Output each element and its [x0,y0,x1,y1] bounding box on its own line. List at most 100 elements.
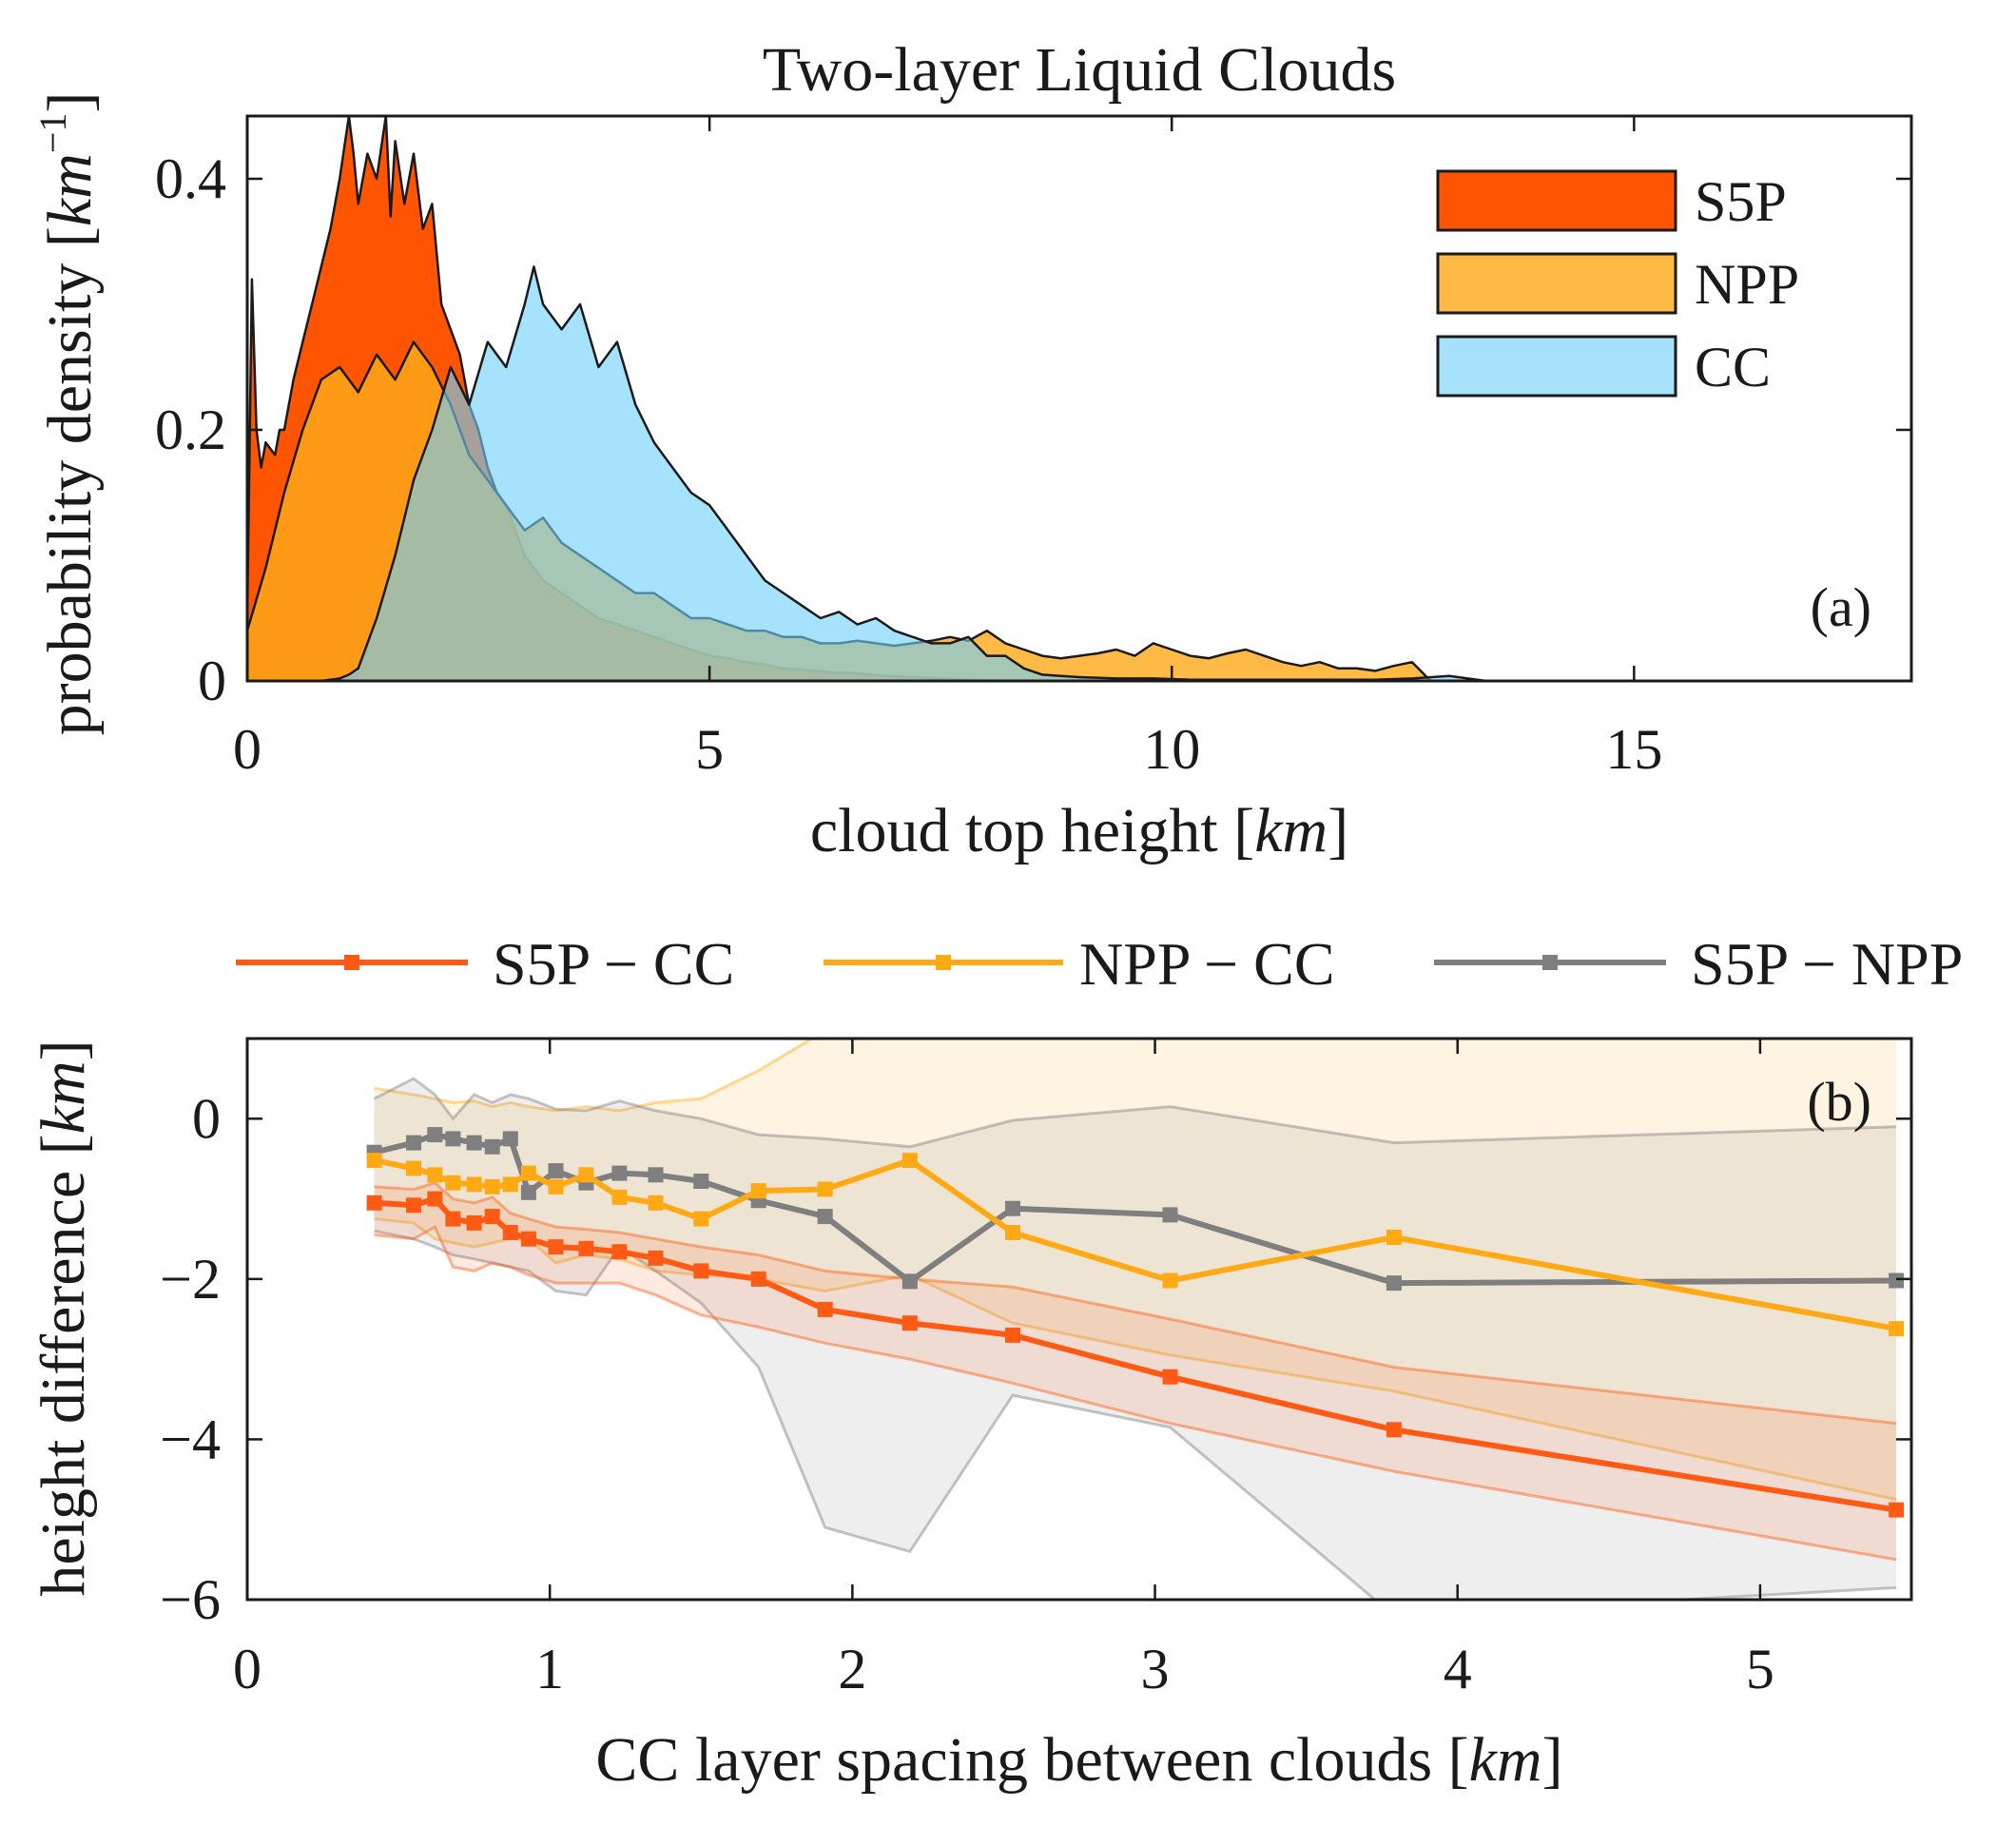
marker-npp-cc [693,1211,709,1227]
marker-npp-cc [1162,1272,1178,1289]
band-edge-s5p-npp [373,1077,1897,1149]
marker-s5p-npp [1162,1207,1178,1223]
marker-npp-cc [1005,1225,1020,1240]
marker-npp-cc [427,1167,443,1183]
marker-npp-cc [1386,1230,1402,1245]
legend-marker-npp-cc [936,955,951,970]
marker-s5p-cc [427,1191,443,1207]
marker-s5p-npp [520,1184,536,1200]
plot-frame-b [245,1037,1913,1602]
legend-label-npp-cc: NPP − CC [1079,930,1335,998]
marker-npp-cc [1889,1321,1905,1337]
legend-swatch-s5p [1436,169,1677,232]
marker-s5p-npp [901,1273,918,1290]
ticks-b: 0 1 2 3 4 5 0 −2 −4 −6 [160,1039,1911,1700]
legend-label-s5p-npp: S5P − NPP [1691,930,1963,998]
legend-label-npp: NPP [1695,253,1799,316]
marker-npp-cc [578,1167,594,1183]
marker-npp-cc [484,1178,500,1195]
panel-label-a: (a) [1811,576,1871,638]
line-group-b [366,1127,1905,1518]
y-tick-label-b: −4 [160,1408,221,1470]
marker-s5p-cc [502,1225,518,1240]
marker-npp-cc [406,1160,421,1176]
panel-a: Two-layer Liquid Clouds 0 5 10 15 0 0.2 0.4 (a… [31,35,1913,865]
marker-s5p-npp [502,1131,518,1147]
marker-s5p-npp [611,1165,628,1181]
band-edge-npp-cc [374,1039,1211,1113]
marker-s5p-cc [901,1315,918,1331]
legend-label-s5p: S5P [1695,170,1787,233]
x-tick-label-b: 5 [1746,1638,1774,1700]
marker-npp-cc [648,1195,664,1211]
x-tick-label-a: 5 [695,718,724,781]
x-axis-label-b: CC layer spacing between clouds [km] [595,1725,1562,1795]
marker-s5p-npp [817,1209,833,1225]
marker-s5p-cc [484,1209,500,1225]
marker-s5p-cc [548,1239,564,1255]
legend-a: S5P NPP CC [1436,169,1799,398]
y-tick-label-a: 0 [198,650,226,712]
marker-s5p-cc [1889,1502,1905,1518]
marker-s5p-cc [406,1197,421,1214]
x-tick-label-b: 3 [1141,1638,1170,1700]
area-series-group-a [245,114,1488,683]
marker-s5p-npp [406,1135,421,1151]
marker-npp-cc [548,1178,564,1195]
legend-swatch-npp [1436,252,1677,315]
marker-s5p-cc [466,1214,482,1231]
marker-npp-cc [445,1175,461,1191]
marker-s5p-npp [445,1131,461,1147]
marker-s5p-npp [648,1167,664,1183]
y-tick-label-b: 0 [192,1087,221,1150]
band-edge-s5p-cc [374,1224,1897,1562]
marker-s5p-cc [445,1211,461,1227]
marker-s5p-cc [1005,1327,1020,1343]
marker-s5p-cc [578,1240,594,1256]
marker-s5p-cc [520,1231,536,1247]
x-tick-label-b: 4 [1444,1638,1472,1700]
marker-s5p-npp [427,1127,443,1143]
marker-s5p-cc [611,1244,628,1260]
legend-marker-s5p-cc [344,955,359,970]
y-tick-label-a: 0.4 [155,147,226,210]
legend-marker-s5p-npp [1542,955,1558,970]
marker-npp-cc [366,1153,382,1169]
marker-npp-cc [817,1181,833,1197]
ticks-a: 0 5 10 15 0 0.2 0.4 [155,116,1911,781]
band-s5p-npp [374,1078,1897,1600]
marker-s5p-npp [548,1163,564,1179]
marker-s5p-cc [693,1263,709,1279]
x-tick-label-a: 15 [1605,718,1662,781]
band-edge-npp-cc [374,1217,1897,1502]
x-tick-label-b: 1 [535,1638,564,1700]
marker-npp-cc [466,1176,482,1193]
marker-s5p-cc [1386,1422,1402,1438]
plot-frame-a [245,114,1913,683]
legend-label-s5p-cc: S5P − CC [493,930,734,998]
panel-label-b: (b) [1807,1071,1871,1133]
marker-npp-cc [611,1189,628,1205]
marker-s5p-npp [1386,1275,1402,1292]
x-tick-label-a: 10 [1143,718,1200,781]
marker-npp-cc [502,1176,518,1193]
marker-s5p-npp [693,1174,709,1189]
y-tick-label-b: −6 [160,1568,221,1631]
marker-s5p-cc [750,1271,766,1287]
chart-title-a: Two-layer Liquid Clouds [763,35,1396,105]
band-edge-s5p-npp [374,1229,1897,1600]
marker-s5p-cc [366,1195,382,1211]
marker-s5p-npp [1889,1272,1905,1289]
panel-b: S5P − CC NPP − CC S5P − NPP 0 1 2 3 4 5 0 −2 −4 −… [29,930,1963,1795]
y-tick-label-a: 0.2 [155,398,226,461]
marker-s5p-npp [484,1138,500,1155]
x-tick-label-b: 0 [233,1638,262,1700]
y-axis-label-b: height difference [km] [29,1039,98,1596]
legend-label-cc: CC [1695,336,1771,398]
x-tick-label-b: 2 [838,1638,866,1700]
marker-npp-cc [750,1183,766,1199]
marker-s5p-cc [1162,1369,1178,1385]
marker-npp-cc [520,1165,536,1181]
marker-s5p-cc [648,1250,664,1266]
